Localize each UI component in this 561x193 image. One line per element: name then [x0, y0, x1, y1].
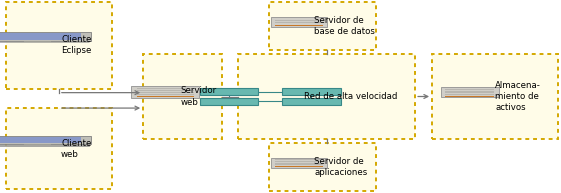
Bar	[0, 32, 91, 41]
Bar	[432, 54, 558, 139]
Bar	[445, 94, 494, 95]
Bar	[24, 144, 51, 145]
Bar	[269, 2, 376, 50]
Bar	[136, 94, 194, 95]
Bar	[275, 22, 323, 23]
Bar	[200, 98, 259, 105]
Bar	[136, 96, 194, 97]
Bar	[136, 88, 194, 89]
Bar	[24, 41, 51, 42]
Bar	[238, 54, 415, 139]
Bar	[275, 164, 323, 165]
Bar	[275, 166, 323, 167]
Bar	[282, 88, 341, 95]
Bar	[282, 98, 341, 105]
Bar	[275, 20, 323, 21]
Bar	[143, 54, 222, 139]
Text: Cliente
web: Cliente web	[61, 139, 91, 159]
Bar	[445, 92, 494, 93]
Bar	[445, 96, 494, 97]
Bar	[271, 17, 328, 27]
Bar	[0, 145, 89, 146]
Bar	[6, 108, 112, 189]
Bar	[136, 90, 194, 91]
Bar	[440, 87, 499, 97]
Text: Servidor de
base de datos: Servidor de base de datos	[314, 16, 375, 36]
Bar	[275, 159, 323, 160]
Bar	[0, 33, 81, 40]
Bar	[136, 92, 194, 93]
Bar	[0, 136, 91, 144]
Bar	[269, 143, 376, 191]
Text: Cliente
Eclipse: Cliente Eclipse	[61, 35, 91, 55]
Bar	[275, 161, 323, 162]
Text: Almacena-
miento de
activos: Almacena- miento de activos	[495, 81, 541, 112]
Bar	[131, 86, 199, 98]
Text: Servidor de
aplicaciones: Servidor de aplicaciones	[314, 157, 367, 177]
Bar	[445, 89, 494, 90]
Bar	[271, 158, 328, 168]
Bar	[200, 88, 259, 95]
Bar	[275, 163, 323, 164]
Text: Red de alta velocidad: Red de alta velocidad	[304, 92, 397, 101]
Bar	[275, 24, 323, 25]
Bar	[275, 25, 323, 26]
Bar	[0, 137, 81, 143]
Bar	[6, 2, 112, 89]
Text: Servidor
web: Servidor web	[181, 86, 217, 107]
